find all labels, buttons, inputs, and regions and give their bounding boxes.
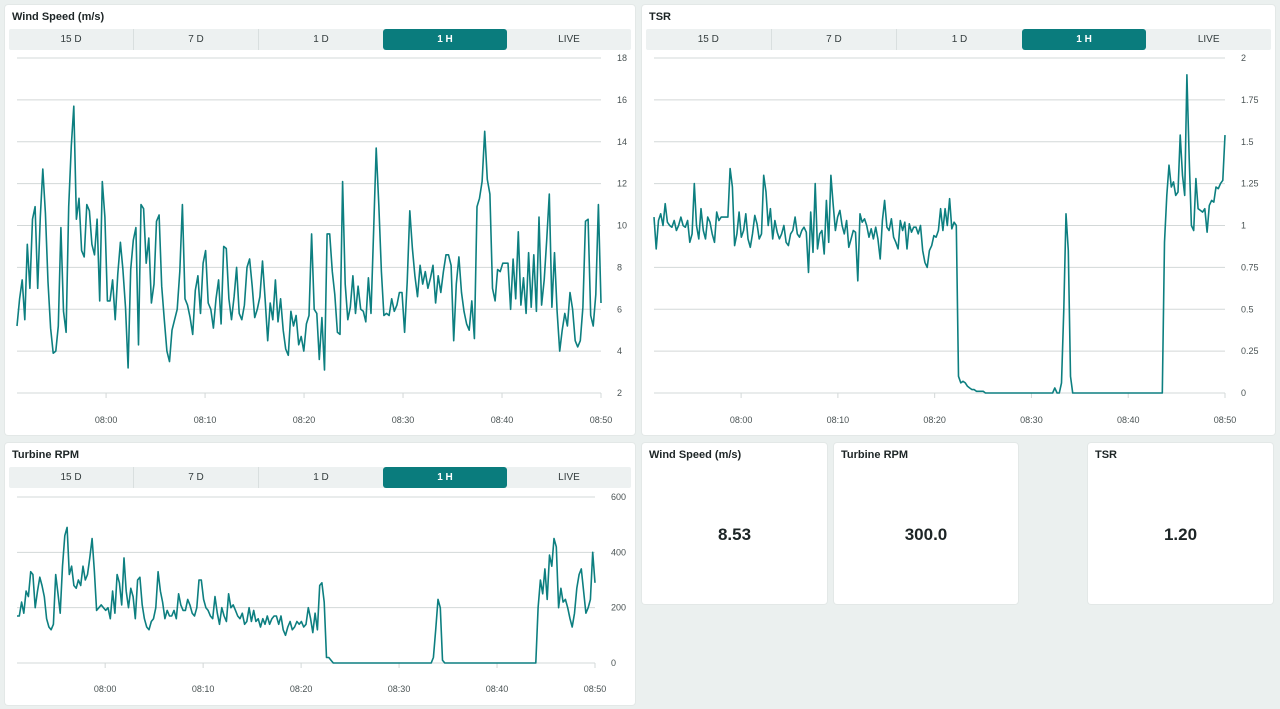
- x-tick-label: 08:10: [827, 415, 850, 425]
- x-tick-label: 08:20: [923, 415, 946, 425]
- tab-15d[interactable]: 15 D: [697, 34, 719, 45]
- card-title: TSR: [1095, 449, 1117, 461]
- widget-title: Wind Speed (m/s): [12, 11, 105, 23]
- x-tick-label: 08:30: [392, 415, 415, 425]
- y-tick-label: 12: [617, 179, 627, 189]
- turbine-rpm-value: 300.0: [904, 525, 948, 544]
- y-tick-label: 600: [611, 492, 626, 502]
- x-tick-label: 08:40: [486, 684, 509, 694]
- y-tick-label: 200: [611, 603, 626, 613]
- turbine-rpm-card: Turbine RPM 300.0: [834, 443, 1018, 604]
- tsr-widget: TSR 15 D 7 D 1 D 1 H LIVE 0 0.25 0.5 0.75 1 1…: [642, 5, 1275, 435]
- y-tick-label: 2: [617, 388, 622, 398]
- y-tick-label: 400: [611, 547, 626, 557]
- time-range-tabs: 15 D 7 D 1 D 1 H LIVE: [9, 467, 631, 488]
- tab-live[interactable]: LIVE: [558, 34, 580, 45]
- time-range-tabs: 15 D 7 D 1 D 1 H LIVE: [9, 29, 631, 50]
- tab-1d[interactable]: 1 D: [258, 29, 383, 50]
- tab-15d[interactable]: 15 D: [60, 472, 82, 483]
- y-tick-label: 8: [617, 262, 622, 272]
- y-tick-label: 14: [617, 137, 627, 147]
- turbine-rpm-widget: Turbine RPM 15 D 7 D 1 D 1 H LIVE 0 200 40…: [5, 443, 635, 705]
- tab-1d[interactable]: 1 D: [896, 29, 1022, 50]
- tab-live[interactable]: LIVE: [558, 472, 580, 483]
- y-tick-label: 18: [617, 53, 627, 63]
- wind-speed-widget: Wind Speed (m/s) 15 D 7 D 1 D 1 H LIVE 2…: [5, 5, 635, 435]
- x-tick-label: 08:20: [290, 684, 313, 694]
- x-tick-label: 08:50: [590, 415, 613, 425]
- x-tick-label: 08:30: [388, 684, 411, 694]
- tab-1h[interactable]: 1 H: [1021, 29, 1147, 50]
- x-tick-label: 08:40: [1117, 415, 1140, 425]
- y-tick-label: 0: [1241, 388, 1246, 398]
- tab-7d[interactable]: 7 D: [133, 467, 258, 488]
- wind-speed-chart: 2 4 6 8 10 12 14 16 18 08:00 08:10 08:20 08:30 08:40 0…: [16, 53, 627, 425]
- tsr-card: TSR 1.20: [1088, 443, 1273, 604]
- series-line: [653, 74, 1226, 394]
- tsr-value: 1.20: [1163, 525, 1198, 544]
- tab-1d[interactable]: 1 D: [258, 467, 383, 488]
- turbine-rpm-chart: 0 200 400 600 08:00 08:10 08:20 08:30 08:40 08:50: [17, 492, 626, 694]
- y-tick-label: 1: [1241, 221, 1246, 231]
- y-tick-label: 10: [617, 221, 627, 231]
- x-tick-label: 08:50: [1214, 415, 1237, 425]
- tab-1h[interactable]: 1 H: [383, 29, 507, 50]
- tab-live[interactable]: LIVE: [1197, 34, 1220, 45]
- time-range-tabs: 15 D 7 D 1 D 1 H LIVE: [646, 29, 1271, 50]
- y-tick-label: 16: [617, 95, 627, 105]
- wind-speed-card: Wind Speed (m/s) 8.53: [642, 443, 827, 604]
- x-tick-label: 08:00: [95, 415, 118, 425]
- tab-1h[interactable]: 1 H: [383, 467, 507, 488]
- series-line: [16, 105, 602, 371]
- y-tick-label: 6: [617, 304, 622, 314]
- card-title: Turbine RPM: [841, 449, 909, 461]
- widget-title: Turbine RPM: [12, 449, 80, 461]
- series-line: [17, 526, 596, 664]
- widget-title: TSR: [649, 11, 671, 23]
- tsr-chart: 0 0.25 0.5 0.75 1 1.25 1.5 1.75 2 08:00 08:10 08:20…: [653, 53, 1259, 425]
- tab-7d[interactable]: 7 D: [770, 29, 897, 50]
- tab-7d[interactable]: 7 D: [133, 29, 258, 50]
- y-tick-label: 0.25: [1241, 346, 1259, 356]
- y-tick-label: 0.5: [1241, 304, 1254, 314]
- y-tick-label: 4: [617, 346, 622, 356]
- y-tick-label: 0.75: [1241, 262, 1259, 272]
- x-tick-label: 08:40: [491, 415, 514, 425]
- x-tick-label: 08:10: [194, 415, 217, 425]
- x-tick-label: 08:10: [192, 684, 215, 694]
- y-tick-label: 1.25: [1241, 179, 1259, 189]
- x-tick-label: 08:50: [584, 684, 607, 694]
- wind-speed-value: 8.53: [717, 525, 752, 544]
- x-tick-label: 08:20: [293, 415, 316, 425]
- card-title: Wind Speed (m/s): [649, 449, 742, 461]
- y-tick-label: 1.75: [1241, 95, 1259, 105]
- y-tick-label: 0: [611, 658, 616, 668]
- x-tick-label: 08:00: [730, 415, 753, 425]
- y-tick-label: 1.5: [1241, 137, 1254, 147]
- tab-15d[interactable]: 15 D: [60, 34, 82, 45]
- y-tick-label: 2: [1241, 53, 1246, 63]
- x-tick-label: 08:30: [1020, 415, 1043, 425]
- x-tick-label: 08:00: [94, 684, 117, 694]
